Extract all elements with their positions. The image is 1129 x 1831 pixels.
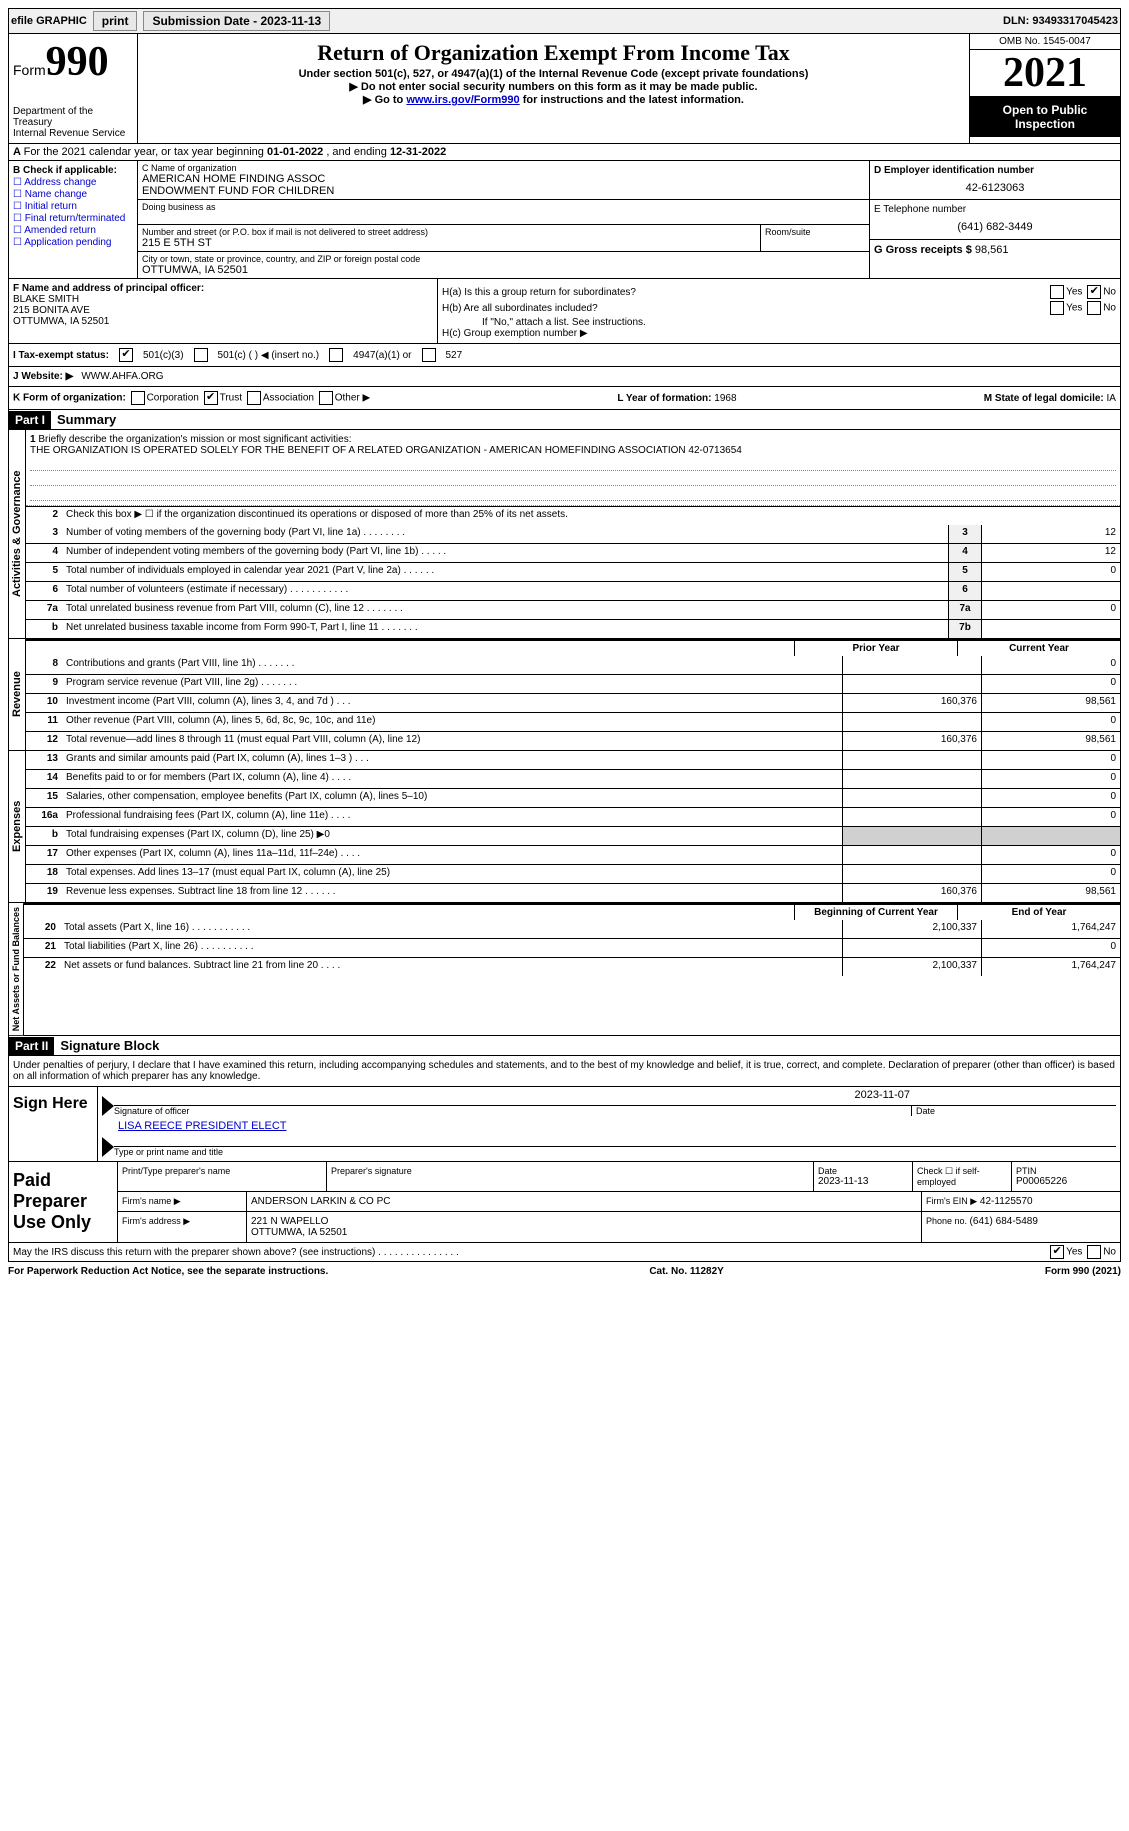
row-a: A For the 2021 calendar year, or tax yea… bbox=[8, 144, 1121, 161]
efile-label: efile GRAPHIC bbox=[11, 15, 87, 27]
chk-final[interactable]: ☐ Final return/terminated bbox=[13, 213, 133, 224]
summary-line: 7aTotal unrelated business revenue from … bbox=[26, 600, 1120, 619]
year-box: OMB No. 1545-0047 2021 Open to Public In… bbox=[969, 34, 1120, 143]
row-fh: F Name and address of principal officer:… bbox=[8, 279, 1121, 344]
subtitle-2: Do not enter social security numbers on … bbox=[142, 80, 965, 93]
summary-exp: Expenses 13Grants and similar amounts pa… bbox=[8, 751, 1121, 903]
penalty-text: Under penalties of perjury, I declare th… bbox=[8, 1056, 1121, 1087]
summary-line: 16aProfessional fundraising fees (Part I… bbox=[26, 807, 1120, 826]
col-h: H(a) Is this a group return for subordin… bbox=[438, 279, 1120, 343]
summary-line: 22Net assets or fund balances. Subtract … bbox=[24, 957, 1120, 976]
chk-amended[interactable]: ☐ Amended return bbox=[13, 225, 133, 236]
chk-address[interactable]: ☐ Address change bbox=[13, 177, 133, 188]
form-title: Return of Organization Exempt From Incom… bbox=[142, 40, 965, 66]
summary-rev: Revenue Prior Year Current Year 8Contrib… bbox=[8, 639, 1121, 751]
ha-yes[interactable] bbox=[1050, 285, 1064, 299]
part2-header: Part II Signature Block bbox=[8, 1036, 1121, 1056]
open-public-label: Open to Public Inspection bbox=[970, 97, 1120, 137]
col-f: F Name and address of principal officer:… bbox=[9, 279, 438, 343]
dept-label: Department of the Treasury Internal Reve… bbox=[13, 106, 133, 139]
summary-line: 3Number of voting members of the governi… bbox=[26, 525, 1120, 543]
col-d: D Employer identification number 42-6123… bbox=[869, 161, 1120, 278]
summary-line: 8Contributions and grants (Part VIII, li… bbox=[26, 656, 1120, 674]
footer: For Paperwork Reduction Act Notice, see … bbox=[8, 1262, 1121, 1281]
row-k: K Form of organization: Corporation Trus… bbox=[8, 387, 1121, 410]
chk-name[interactable]: ☐ Name change bbox=[13, 189, 133, 200]
dln-label: DLN: 93493317045423 bbox=[1003, 15, 1118, 27]
officer-name[interactable]: LISA REECE PRESIDENT ELECT bbox=[118, 1120, 287, 1132]
chk-pending[interactable]: ☐ Application pending bbox=[13, 237, 133, 248]
summary-line: 12Total revenue—add lines 8 through 11 (… bbox=[26, 731, 1120, 750]
hb-no[interactable] bbox=[1087, 301, 1101, 315]
part1-header: Part I Summary bbox=[8, 410, 1121, 430]
paid-preparer: Paid Preparer Use Only Print/Type prepar… bbox=[8, 1162, 1121, 1243]
chk-corp[interactable] bbox=[131, 391, 145, 405]
chk-501c[interactable] bbox=[194, 348, 208, 362]
discuss-yes[interactable] bbox=[1050, 1245, 1064, 1259]
summary-na: Net Assets or Fund Balances Beginning of… bbox=[8, 903, 1121, 1036]
omb-number: OMB No. 1545-0047 bbox=[970, 34, 1120, 50]
chk-initial[interactable]: ☐ Initial return bbox=[13, 201, 133, 212]
col-b: B Check if applicable: ☐ Address change … bbox=[9, 161, 138, 278]
summary-line: bNet unrelated business taxable income f… bbox=[26, 619, 1120, 638]
print-button[interactable]: print bbox=[93, 11, 138, 31]
top-toolbar: efile GRAPHIC print Submission Date - 20… bbox=[8, 8, 1121, 34]
subtitle-3: Go to www.irs.gov/Form990 for instructio… bbox=[142, 93, 965, 106]
hb-yes[interactable] bbox=[1050, 301, 1064, 315]
form-header: Form990 Department of the Treasury Inter… bbox=[8, 34, 1121, 144]
summary-line: 5Total number of individuals employed in… bbox=[26, 562, 1120, 581]
arrow-icon bbox=[102, 1096, 114, 1116]
summary-line: 11Other revenue (Part VIII, column (A), … bbox=[26, 712, 1120, 731]
summary-line: 17Other expenses (Part IX, column (A), l… bbox=[26, 845, 1120, 864]
summary-ag: Activities & Governance 1 Briefly descri… bbox=[8, 430, 1121, 639]
summary-line: 9Program service revenue (Part VIII, lin… bbox=[26, 674, 1120, 693]
summary-line: 6Total number of volunteers (estimate if… bbox=[26, 581, 1120, 600]
chk-other[interactable] bbox=[319, 391, 333, 405]
summary-line: 20Total assets (Part X, line 16) . . . .… bbox=[24, 920, 1120, 938]
form-title-box: Return of Organization Exempt From Incom… bbox=[138, 34, 969, 143]
discuss-row: May the IRS discuss this return with the… bbox=[8, 1243, 1121, 1262]
chk-trust[interactable] bbox=[204, 391, 218, 405]
chk-527[interactable] bbox=[422, 348, 436, 362]
subtitle-1: Under section 501(c), 527, or 4947(a)(1)… bbox=[142, 68, 965, 80]
chk-4947[interactable] bbox=[329, 348, 343, 362]
summary-line: 14Benefits paid to or for members (Part … bbox=[26, 769, 1120, 788]
summary-line: 10Investment income (Part VIII, column (… bbox=[26, 693, 1120, 712]
summary-line: 15Salaries, other compensation, employee… bbox=[26, 788, 1120, 807]
summary-line: bTotal fundraising expenses (Part IX, co… bbox=[26, 826, 1120, 845]
summary-line: 18Total expenses. Add lines 13–17 (must … bbox=[26, 864, 1120, 883]
submission-date-button[interactable]: Submission Date - 2023-11-13 bbox=[143, 11, 330, 31]
summary-line: 21Total liabilities (Part X, line 26) . … bbox=[24, 938, 1120, 957]
sign-here: Sign Here Signature of officer Date 2023… bbox=[8, 1087, 1121, 1162]
row-i: I Tax-exempt status: 501(c)(3) 501(c) ( … bbox=[8, 344, 1121, 367]
summary-line: 19Revenue less expenses. Subtract line 1… bbox=[26, 883, 1120, 902]
col-c: C Name of organization AMERICAN HOME FIN… bbox=[138, 161, 869, 278]
chk-501c3[interactable] bbox=[119, 348, 133, 362]
row-j: J Website: ▶ WWW.AHFA.ORG bbox=[8, 367, 1121, 387]
chk-assoc[interactable] bbox=[247, 391, 261, 405]
tax-year: 2021 bbox=[970, 50, 1120, 97]
summary-line: 4Number of independent voting members of… bbox=[26, 543, 1120, 562]
ha-no[interactable] bbox=[1087, 285, 1101, 299]
summary-line: 13Grants and similar amounts paid (Part … bbox=[26, 751, 1120, 769]
form-number-box: Form990 Department of the Treasury Inter… bbox=[9, 34, 138, 143]
discuss-no[interactable] bbox=[1087, 1245, 1101, 1259]
arrow-icon bbox=[102, 1137, 114, 1157]
irs-link[interactable]: www.irs.gov/Form990 bbox=[406, 94, 519, 106]
section-bcd: B Check if applicable: ☐ Address change … bbox=[8, 161, 1121, 279]
